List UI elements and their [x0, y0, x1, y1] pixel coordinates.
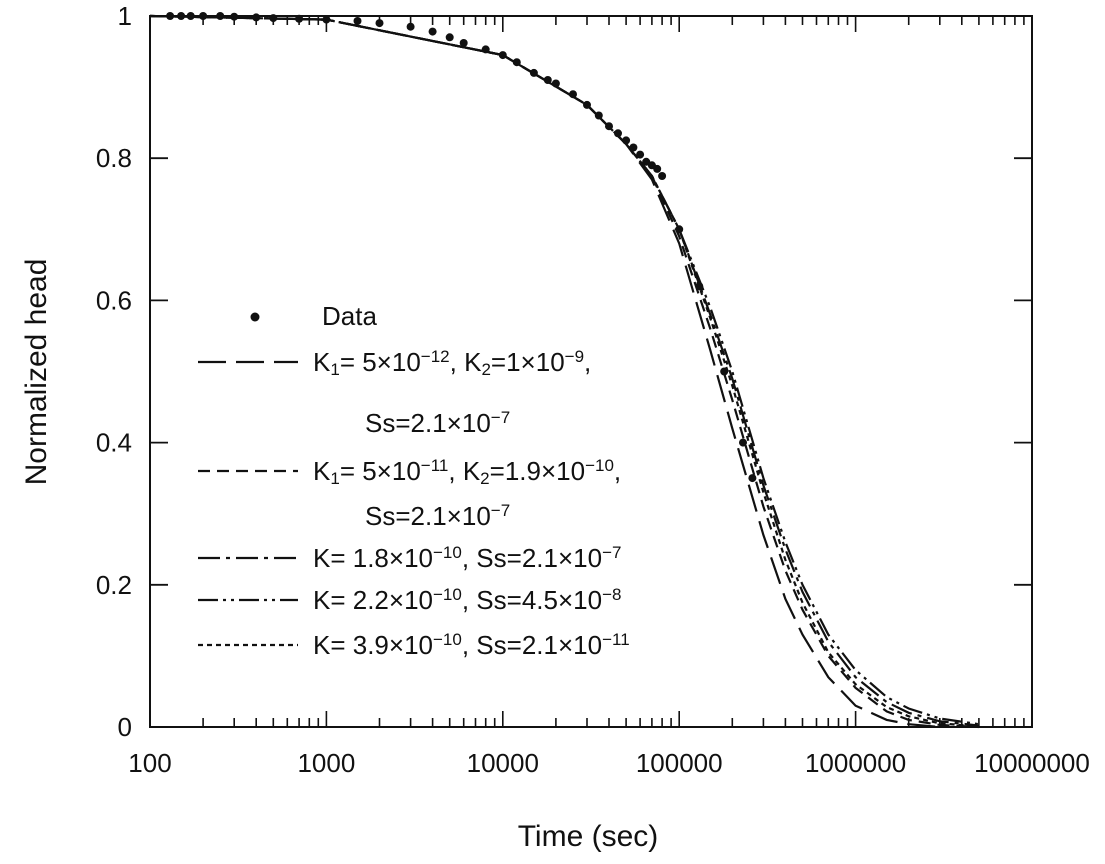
y-tick-label: 1	[118, 1, 132, 31]
data-point	[530, 69, 538, 77]
data-point	[460, 39, 468, 47]
legend-entry-label: K1= 5×10−12, K2=1×10−9,	[313, 347, 591, 380]
legend-entry-label: Ss=2.1×10−7	[365, 501, 510, 531]
data-point	[653, 165, 661, 173]
data-point	[720, 368, 728, 376]
data-point	[605, 122, 613, 130]
y-tick-label: 0.6	[96, 285, 132, 315]
data-point	[429, 28, 437, 36]
data-point	[595, 112, 603, 120]
data-point	[499, 51, 507, 59]
data-point	[583, 101, 591, 109]
legend-entry-label: K= 1.8×10−10, Ss=2.1×10−7	[313, 543, 621, 573]
data-point	[446, 33, 454, 41]
data-point	[622, 136, 630, 144]
legend-entry-label: Data	[322, 301, 377, 331]
x-tick-label: 100000	[636, 748, 723, 778]
legend-entry-label: K= 3.9×10−10, Ss=2.1×10−11	[313, 630, 630, 660]
x-tick-label: 10000	[467, 748, 539, 778]
x-tick-label: 10000000	[974, 748, 1090, 778]
data-point	[552, 80, 560, 88]
legend-entry-label: K1= 5×10−11, K2=1.9×10−10,	[313, 456, 621, 489]
x-tick-label: 1000000	[805, 748, 906, 778]
data-point	[636, 151, 644, 159]
data-point	[569, 90, 577, 98]
legend: Data K1= 5×10−12, K2=1×10−9, Ss=2.1×10−7 K1…	[198, 301, 630, 660]
x-tick-label: 100	[128, 748, 171, 778]
legend-entry-label: K= 2.2×10−10, Ss=4.5×10−8	[313, 585, 621, 615]
y-tick-label: 0.2	[96, 570, 132, 600]
data-point	[748, 474, 756, 482]
data-point	[629, 144, 637, 152]
y-tick-label: 0.4	[96, 428, 132, 458]
legend-data-marker	[251, 313, 260, 322]
data-point	[739, 439, 747, 447]
data-point	[658, 172, 666, 180]
legend-entry-label: Ss=2.1×10−7	[365, 408, 510, 438]
data-point	[614, 129, 622, 137]
data-point	[544, 76, 552, 84]
data-point	[482, 45, 490, 53]
data-point	[354, 17, 362, 25]
x-axis-title: Time (sec)	[518, 820, 659, 853]
data-point	[513, 58, 521, 66]
data-point	[675, 225, 683, 233]
tick-labels: 100 1000 10000 100000 1000000 10000000 0 0.2 0.4…	[96, 1, 1090, 778]
data-point	[695, 282, 703, 290]
y-axis-title: Normalized head	[20, 259, 53, 486]
x-tick-label: 1000	[297, 748, 355, 778]
y-tick-label: 0.8	[96, 143, 132, 173]
y-tick-label: 0	[118, 712, 132, 742]
